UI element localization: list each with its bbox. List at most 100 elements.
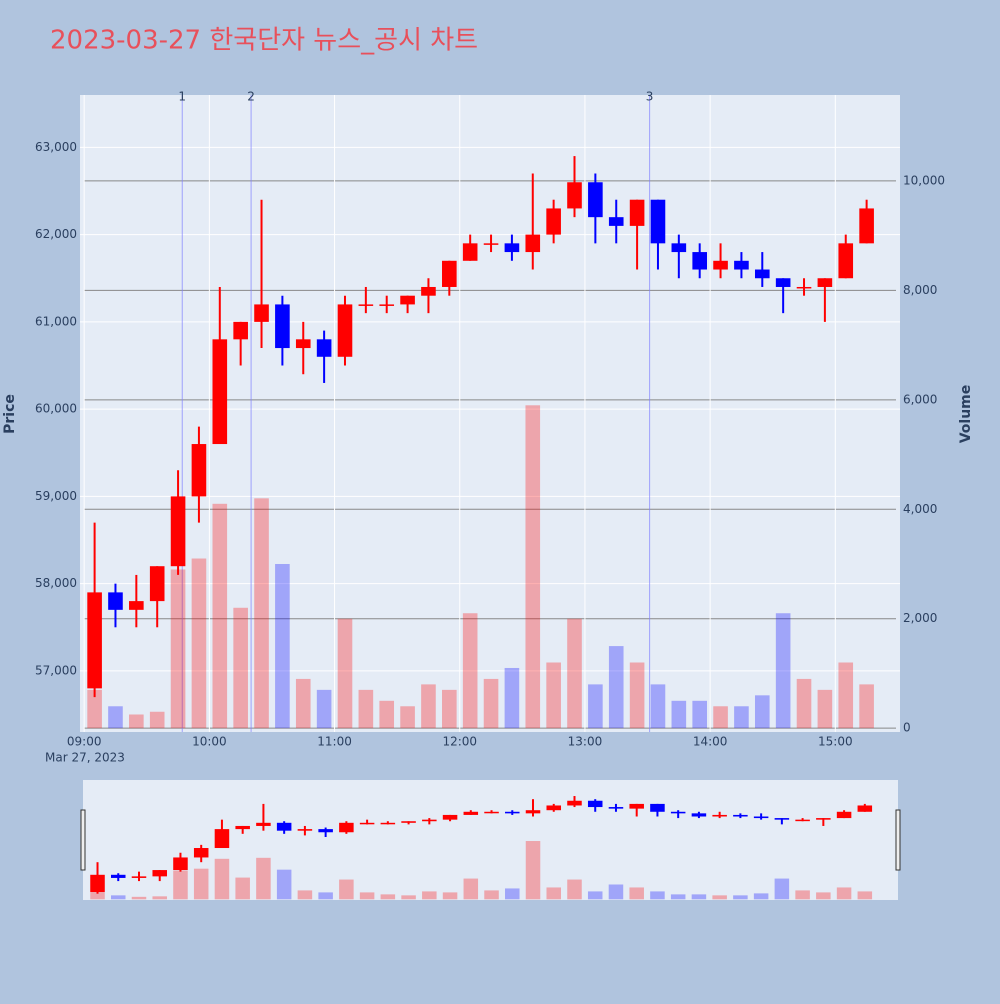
- candle-body: [587, 800, 603, 808]
- x-tick-label: 13:00: [568, 735, 603, 749]
- x-date-label: Mar 27, 2023: [45, 751, 125, 765]
- annotation-label: 2: [247, 90, 255, 104]
- volume-bar: [795, 890, 810, 900]
- volume-bar: [442, 689, 457, 729]
- candle-body: [421, 286, 436, 296]
- candle-body: [795, 819, 810, 822]
- candle-body: [193, 848, 209, 858]
- x-tick-label: 10:00: [192, 735, 227, 749]
- volume-bar: [149, 711, 165, 729]
- candle-body: [650, 199, 666, 244]
- y-tick-label: 61,000: [35, 314, 77, 328]
- candle-body: [525, 234, 541, 253]
- volume-bar: [463, 878, 479, 900]
- candle-body: [170, 496, 186, 567]
- y-tick-label: 58,000: [35, 576, 77, 590]
- volume-bar: [462, 613, 478, 729]
- x-tick-label: 11:00: [317, 735, 352, 749]
- candle-body: [90, 874, 105, 893]
- candle-body: [692, 252, 707, 270]
- volume-bar: [421, 684, 436, 729]
- volume-bar: [546, 887, 562, 900]
- candle-body: [483, 243, 499, 245]
- volume-bar: [733, 895, 748, 900]
- volume-bar: [588, 684, 603, 729]
- volume-bar: [87, 689, 102, 729]
- candle-body: [816, 818, 831, 820]
- volume-bar: [295, 678, 311, 729]
- candle-body: [129, 601, 144, 610]
- candle-body: [857, 805, 873, 812]
- candle-body: [275, 304, 290, 349]
- candle-body: [691, 813, 707, 817]
- volume-bar: [275, 563, 290, 729]
- volume-bar: [212, 503, 228, 729]
- annotation-label: 3: [646, 90, 654, 104]
- candle-body: [400, 295, 415, 305]
- candle-body: [712, 814, 727, 817]
- candle-body: [359, 822, 375, 825]
- volume-bar: [235, 877, 250, 900]
- candle-body: [629, 803, 644, 809]
- volume-bar: [483, 678, 499, 729]
- volume-bar: [422, 891, 437, 900]
- range-handle: [80, 809, 86, 871]
- volume-bar: [670, 894, 686, 900]
- candle-body: [152, 870, 167, 877]
- y-tick-label: 59,000: [35, 489, 77, 503]
- candle-body: [608, 217, 624, 226]
- x-tick-label: 09:00: [67, 735, 102, 749]
- volume-bar: [816, 892, 831, 900]
- candle-body: [422, 819, 437, 822]
- candle-body: [233, 321, 248, 340]
- candle-body: [504, 243, 520, 253]
- candle-body: [484, 811, 499, 814]
- candle-body: [775, 278, 791, 287]
- volume-bar: [442, 892, 458, 900]
- volume-bar: [691, 894, 707, 900]
- volume-bar: [254, 498, 269, 729]
- volume-bar: [276, 869, 292, 900]
- volume-bar: [380, 894, 396, 900]
- candle-body: [546, 805, 562, 811]
- volume-bar: [129, 714, 144, 729]
- volume-bar: [838, 662, 854, 729]
- volume-bar: [359, 892, 375, 900]
- y-axis-title: Price: [2, 394, 18, 434]
- volume-bar: [110, 895, 126, 900]
- volume-bar: [316, 689, 332, 729]
- candle-body: [525, 810, 541, 814]
- candle-body: [713, 260, 728, 270]
- candle-body: [191, 444, 207, 497]
- candle-body: [817, 278, 833, 287]
- candle-body: [108, 592, 123, 610]
- candle-body: [774, 818, 790, 820]
- y-tick-label: 60,000: [35, 402, 77, 416]
- volume-bar: [525, 405, 541, 729]
- candle-body: [608, 807, 624, 809]
- candle-body: [379, 304, 395, 306]
- candle-body: [173, 857, 188, 871]
- candle-body: [463, 811, 479, 815]
- candle-body: [670, 811, 686, 814]
- volume-bar: [108, 706, 123, 729]
- volume-bar: [191, 558, 207, 729]
- candle-body: [297, 829, 313, 831]
- candle-body: [235, 825, 250, 830]
- x-tick-label: 15:00: [818, 735, 853, 749]
- y2-tick-label: 2,000: [903, 611, 937, 625]
- candle-body: [131, 876, 147, 878]
- volume-bar: [650, 684, 666, 729]
- candle-body: [401, 821, 416, 823]
- candle-body: [316, 339, 332, 357]
- volume-bar: [817, 689, 833, 729]
- volume-bar: [775, 613, 791, 729]
- volume-bar: [567, 618, 582, 729]
- volume-bar: [774, 878, 790, 900]
- candle-body: [256, 822, 271, 826]
- chart-title: 2023-03-27 한국단자 뉴스_공시 차트: [50, 26, 478, 56]
- volume-bar: [358, 689, 374, 729]
- volume-bar: [131, 896, 147, 900]
- volume-bar: [193, 868, 209, 900]
